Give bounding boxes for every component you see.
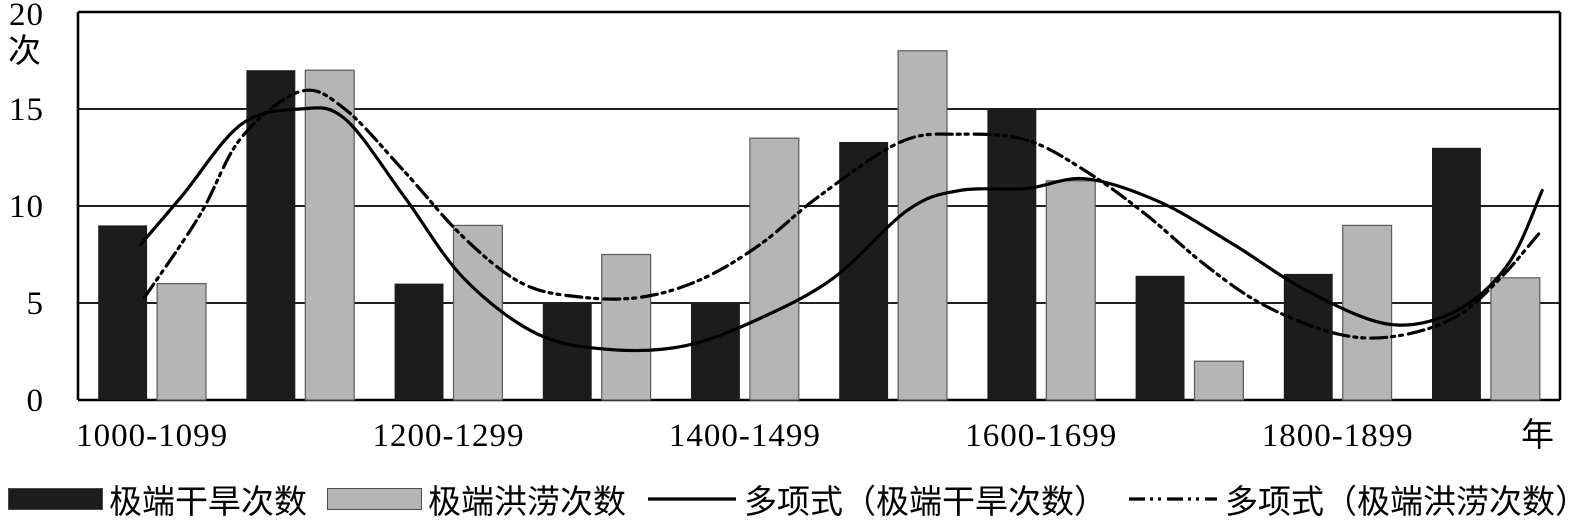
x-tick-label: 1800-1899 bbox=[1262, 418, 1414, 454]
legend-item-flood-bars: 极端洪涝次数 bbox=[327, 475, 626, 523]
legend-item-flood-trend: 多项式（极端洪涝次数） bbox=[1127, 475, 1588, 523]
x-tick-label: 1400-1499 bbox=[669, 418, 821, 454]
flood-bar-1100-1199 bbox=[304, 69, 355, 401]
flood-bar-1400-1499 bbox=[749, 137, 800, 401]
y-tick-label: 0 bbox=[27, 383, 45, 419]
drought-bar-1600-1699 bbox=[987, 109, 1037, 400]
x-axis-unit-label: 年 bbox=[1521, 417, 1555, 454]
drought-bar-1800-1899 bbox=[1283, 273, 1333, 400]
flood-bar-1900-1999 bbox=[1490, 277, 1541, 401]
x-tick-label: 1000-1099 bbox=[76, 418, 228, 454]
legend-item-drought-bars: 极端干旱次数 bbox=[8, 475, 307, 523]
legend-item-drought-trend: 多项式（极端干旱次数） bbox=[646, 475, 1107, 523]
flood-bar-1000-1099 bbox=[156, 283, 207, 401]
drought-bar-1200-1299 bbox=[394, 283, 444, 400]
drought-bar-1500-1599 bbox=[839, 142, 889, 400]
drought-bar-1000-1099 bbox=[98, 225, 148, 400]
flood-trendline bbox=[143, 88, 1541, 340]
drought-trendline bbox=[138, 106, 1544, 353]
flood-bar-1300-1399 bbox=[601, 253, 652, 401]
x-tick-label: 1600-1699 bbox=[965, 418, 1117, 454]
drought-trendline-swatch bbox=[648, 497, 736, 501]
drought-bar-1900-1999 bbox=[1432, 147, 1481, 400]
flood-trendline-swatch bbox=[1129, 497, 1217, 501]
drought-bar-1700-1799 bbox=[1135, 275, 1185, 400]
legend-label-flood-trend: 多项式（极端洪涝次数） bbox=[1225, 485, 1588, 521]
flood-bar-1700-1799 bbox=[1193, 360, 1245, 401]
y-axis-unit-label: 次 bbox=[8, 33, 42, 70]
y-tick-label: 20 bbox=[9, 0, 44, 33]
legend-label-flood-bars: 极端洪涝次数 bbox=[428, 485, 626, 521]
drought-bar-swatch bbox=[8, 488, 103, 510]
y-tick-label: 15 bbox=[9, 92, 44, 128]
legend-label-drought-trend: 多项式（极端干旱次数） bbox=[744, 485, 1107, 521]
drought-bar-1300-1399 bbox=[542, 303, 592, 400]
flood-bar-1600-1699 bbox=[1045, 180, 1096, 401]
y-tick-label: 10 bbox=[9, 189, 44, 225]
flood-bar-1800-1899 bbox=[1342, 224, 1393, 401]
drought-bar-1400-1499 bbox=[691, 303, 740, 400]
y-tick-label: 5 bbox=[27, 286, 45, 322]
legend: 极端干旱次数 极端洪涝次数 多项式（极端干旱次数） 多项式（极端洪涝次数） bbox=[0, 466, 1596, 532]
drought-bar-1100-1199 bbox=[246, 70, 296, 400]
flood-bar-1200-1299 bbox=[452, 224, 504, 401]
legend-label-drought-bars: 极端干旱次数 bbox=[109, 485, 307, 521]
x-tick-label: 1200-1299 bbox=[373, 418, 525, 454]
flood-bar-swatch bbox=[327, 488, 422, 510]
flood-bar-1500-1599 bbox=[897, 50, 948, 401]
